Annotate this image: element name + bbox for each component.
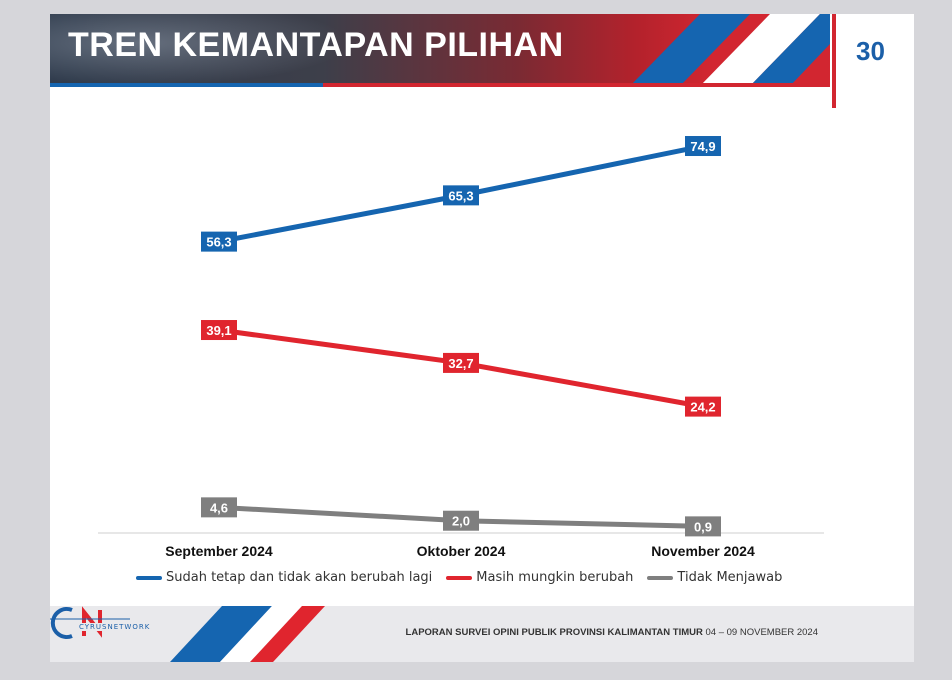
legend-swatch: [136, 575, 162, 580]
data-label: 4,6: [210, 500, 228, 515]
data-point-marker: [201, 320, 237, 341]
footer: CYRUSNETWORK LAPORAN SURVEI OPINI PUBLIK…: [50, 606, 914, 662]
legend-item-tidak-menjawab: Tidak Menjawab: [647, 570, 782, 585]
banner-stripes: [630, 14, 830, 86]
legend-label: Tidak Menjawab: [677, 570, 783, 585]
data-point-marker: [443, 352, 479, 373]
data-label: 56,3: [206, 235, 231, 250]
data-point-marker: [201, 497, 237, 518]
chart-legend: Sudah tetap dan tidak akan berubah lagi …: [136, 570, 782, 585]
data-label: 32,7: [448, 356, 473, 371]
legend-label: Sudah tetap dan tidak akan berubah lagi: [166, 570, 433, 585]
data-point-marker: [685, 136, 721, 157]
page-title: TREN KEMANTAPAN PILIHAN: [68, 26, 564, 64]
page-number: 30: [856, 36, 885, 66]
footer-caption: LAPORAN SURVEI OPINI PUBLIK PROVINSI KAL…: [406, 627, 818, 638]
legend-swatch: [446, 575, 473, 580]
data-label: 2,0: [452, 514, 470, 529]
data-point-marker: [685, 516, 721, 537]
footer-stripes: [170, 606, 325, 662]
title-underline: [50, 83, 830, 87]
data-point-marker: [443, 510, 479, 531]
data-label: 39,1: [206, 323, 231, 338]
report-title: LAPORAN SURVEI OPINI PUBLIK PROVINSI KAL…: [405, 627, 703, 638]
legend-label: Masih mungkin berubah: [476, 570, 634, 585]
banner-photo-overlay: [50, 14, 350, 86]
data-label: 0,9: [694, 519, 712, 534]
legend-item-masih-mungkin: Masih mungkin berubah: [446, 570, 633, 585]
line-chart: September 2024 Oktober 2024 November 2024 5…: [98, 136, 824, 559]
data-point-marker: [443, 185, 479, 206]
title-banner: TREN KEMANTAPAN PILIHAN: [50, 14, 830, 86]
data-point-marker: [685, 396, 721, 417]
data-point-marker: [201, 231, 237, 252]
report-date-range: 04 – 09 NOVEMBER 2024: [705, 627, 818, 638]
x-tick-label: September 2024: [165, 543, 273, 559]
legend-swatch: [647, 575, 674, 580]
header-divider: [832, 14, 836, 108]
data-label: 65,3: [448, 188, 473, 203]
x-tick-label: Oktober 2024: [417, 543, 506, 559]
x-tick-label: November 2024: [651, 543, 755, 559]
legend-item-sudah-tetap: Sudah tetap dan tidak akan berubah lagi: [136, 570, 432, 585]
data-label: 24,2: [690, 400, 715, 415]
data-label: 74,9: [690, 139, 715, 154]
slide: TREN KEMANTAPAN PILIHAN 30 September 202…: [50, 14, 914, 662]
logo-text: CYRUSNETWORK: [78, 623, 152, 631]
